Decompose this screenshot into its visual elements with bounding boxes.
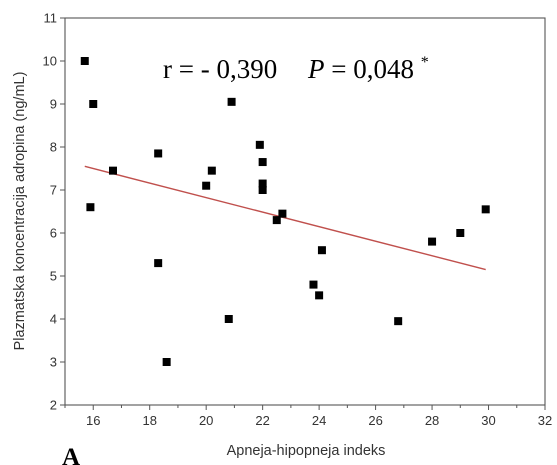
r-value-text: r = - 0,390	[163, 54, 277, 84]
y-tick-label: 4	[50, 312, 57, 327]
y-tick-label: 3	[50, 355, 57, 370]
plot-frame	[64, 17, 546, 406]
regression-line-group	[84, 165, 486, 271]
data-point	[80, 57, 89, 65]
data-point	[315, 291, 324, 300]
data-point	[309, 280, 318, 289]
x-tick-label: 30	[481, 413, 495, 428]
p-value-text: = 0,048	[331, 54, 414, 84]
x-tick-label: 22	[255, 413, 269, 428]
data-point	[255, 140, 264, 149]
axes: 16 18 20 22 24 26 28 30 32 2 3 4 5 6 7 8 9 10 11	[43, 11, 553, 429]
data-point	[89, 100, 98, 108]
x-tick-label: 18	[142, 413, 156, 428]
y-tick-label: 8	[50, 140, 57, 155]
data-point	[207, 166, 216, 175]
data-point	[258, 179, 267, 188]
y-tick-label: 6	[50, 226, 57, 241]
y-tick-label: 7	[50, 183, 57, 198]
panel-label: A	[62, 444, 80, 465]
data-point	[154, 259, 163, 268]
data-point	[154, 149, 163, 158]
x-tick-label: 24	[312, 413, 326, 428]
data-point	[227, 97, 236, 106]
data-point	[278, 209, 287, 218]
data-point	[224, 315, 233, 323]
p-symbol: P	[307, 54, 325, 84]
data-point	[317, 246, 326, 255]
data-point	[394, 317, 403, 326]
y-tick-label: 11	[44, 11, 58, 26]
x-tick-label: 20	[199, 413, 213, 428]
data-point	[428, 237, 437, 246]
data-point	[272, 216, 281, 225]
significance-asterisk: *	[421, 54, 429, 71]
x-tick-label: 32	[538, 413, 552, 428]
y-tick-label: 5	[50, 269, 57, 284]
correlation-annotation: r = - 0,390 P = 0,048 *	[163, 54, 429, 84]
x-tick-label: 28	[425, 413, 439, 428]
x-tick-label: 26	[368, 413, 382, 428]
x-axis-title: Apneja-hipopneja indeks	[227, 443, 386, 459]
data-point	[258, 186, 267, 194]
data-point	[86, 203, 95, 212]
data-point	[202, 181, 211, 190]
data-point	[109, 166, 117, 175]
regression-line	[84, 165, 486, 271]
y-tick-label: 9	[50, 97, 57, 112]
y-tick-label: 10	[43, 54, 57, 69]
data-point	[456, 229, 465, 237]
y-axis-title: Plazmatska koncentracija adropina (ng/mL…	[12, 72, 28, 351]
x-tick-label: 16	[86, 413, 100, 428]
data-point	[258, 158, 267, 167]
data-points	[80, 57, 490, 366]
data-point	[481, 205, 490, 214]
data-point	[162, 358, 171, 366]
y-tick-label: 2	[50, 398, 57, 413]
